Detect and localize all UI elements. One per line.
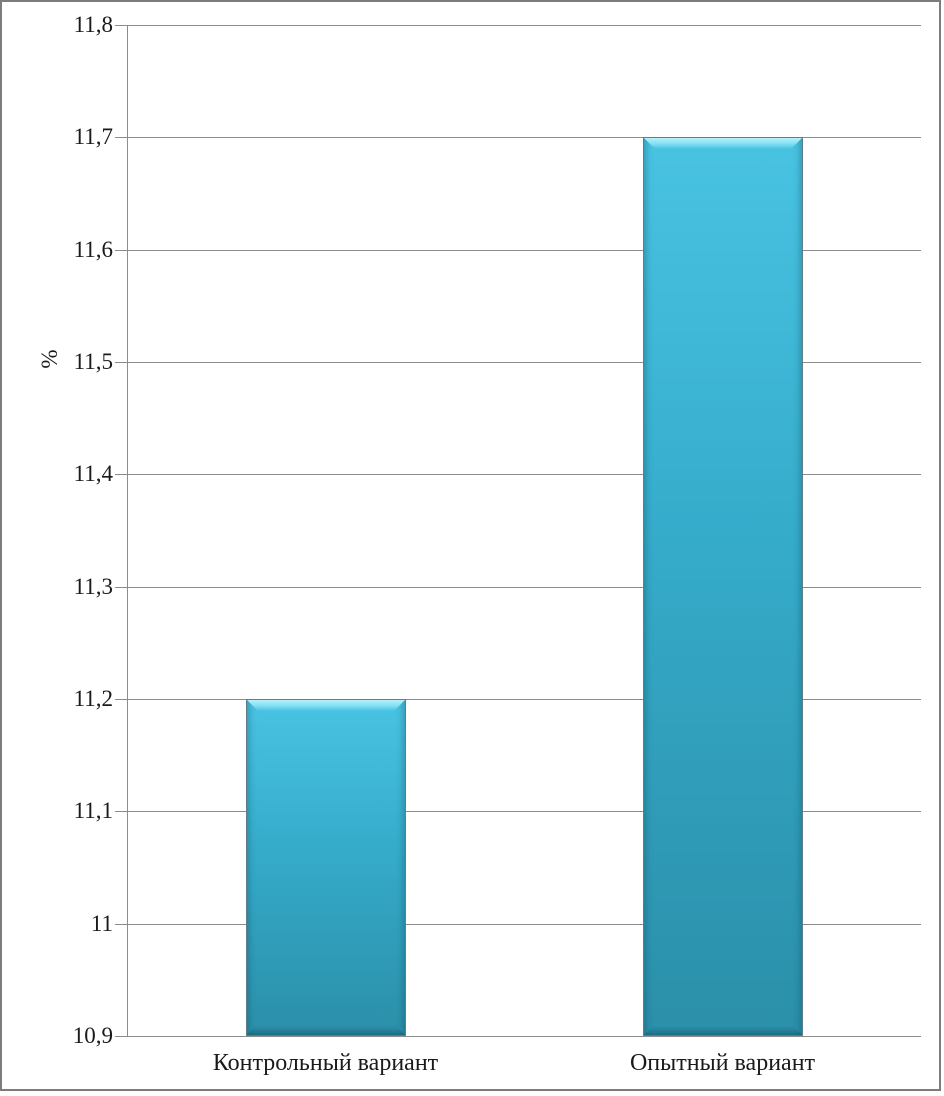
y-tick-label: 11,8 xyxy=(73,12,113,37)
y-axis-tick xyxy=(115,587,128,588)
y-axis-tick xyxy=(115,811,128,812)
y-tick-label: 11 xyxy=(90,911,113,936)
gridline xyxy=(128,25,921,26)
y-axis-tick xyxy=(115,699,128,700)
bar-0 xyxy=(246,699,406,1036)
y-tick-label: 11,1 xyxy=(73,798,113,823)
y-axis-tick xyxy=(115,362,128,363)
y-axis-tick xyxy=(115,1036,128,1037)
bar-1 xyxy=(643,137,803,1036)
gridline xyxy=(128,362,921,363)
gridline xyxy=(128,811,921,812)
gridline xyxy=(128,699,921,700)
y-tick-label: 11,6 xyxy=(73,237,113,262)
y-axis-tick xyxy=(115,250,128,251)
x-axis-line xyxy=(128,1036,921,1037)
y-axis-tick xyxy=(115,25,128,26)
y-axis-tick xyxy=(115,137,128,138)
gridline xyxy=(128,587,921,588)
y-tick-label: 11,5 xyxy=(73,349,113,374)
y-tick-label: 11,7 xyxy=(73,124,113,149)
y-axis-tick xyxy=(115,474,128,475)
gridline xyxy=(128,137,921,138)
y-axis-tick xyxy=(115,924,128,925)
y-tick-label: 11,4 xyxy=(73,461,113,486)
gridline xyxy=(128,250,921,251)
y-tick-label: 11,2 xyxy=(73,686,113,711)
y-tick-label: 10,9 xyxy=(72,1023,113,1048)
plot-area xyxy=(115,25,921,1037)
gridline xyxy=(128,924,921,925)
x-category-label: Контрольный вариант xyxy=(212,1050,439,1076)
gridline xyxy=(128,474,921,475)
x-category-label: Опытный вариант xyxy=(629,1050,816,1076)
y-tick-label: 11,3 xyxy=(73,574,113,599)
